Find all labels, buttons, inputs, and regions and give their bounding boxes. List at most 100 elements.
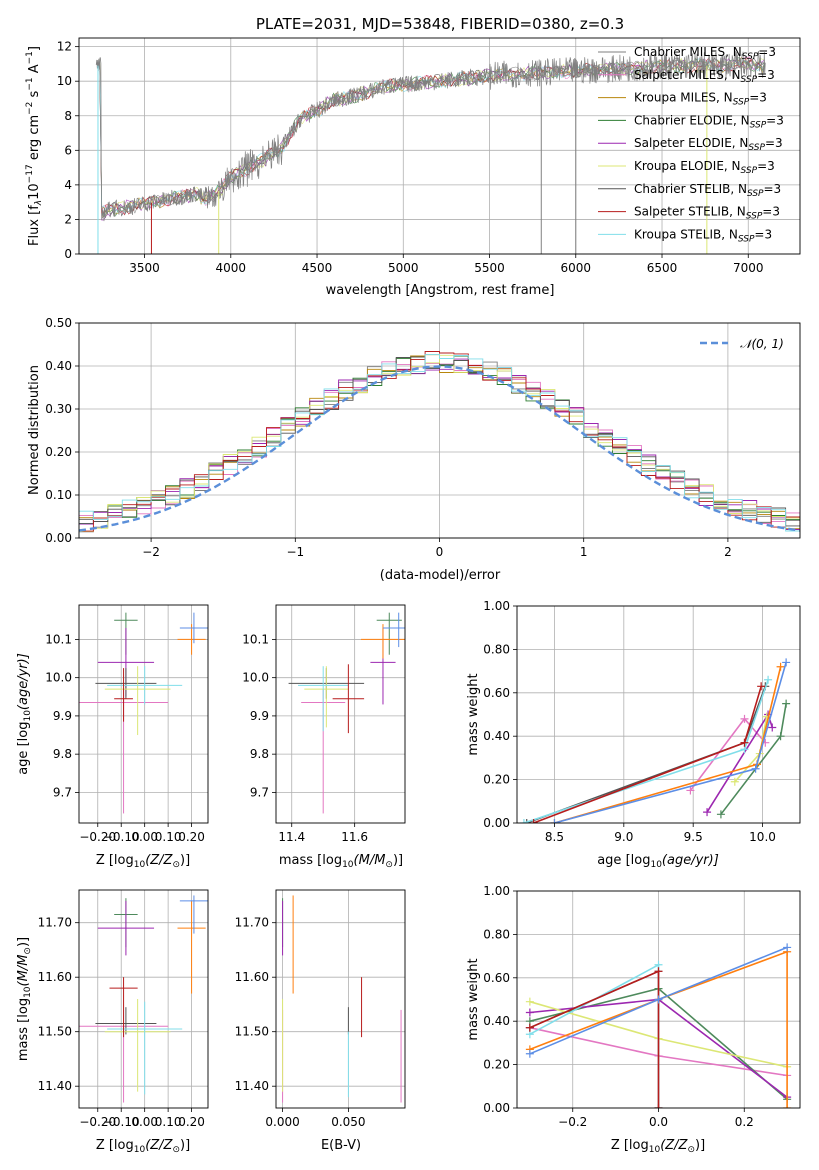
x-tick-label: −2: [142, 545, 160, 559]
y-tick-label: 0: [64, 247, 72, 261]
x-tick-label: −0.20: [79, 830, 116, 844]
mass-vs-ebv-axes: 0.000 0.050 11.40 11.50 11.60 11.70: [235, 889, 406, 1129]
mass-weight-vs-Z-ylabel: mass weight: [466, 958, 481, 1040]
label-part: =3: [757, 159, 775, 173]
axes-frame: [516, 605, 801, 824]
y-tick-label: 1.00: [483, 599, 510, 613]
label-part: )]: [180, 1138, 190, 1153]
error-bar-point: [360, 624, 405, 659]
mass-weight-marker: [783, 1104, 792, 1108]
label-part: 10: [23, 710, 33, 722]
mass-vs-Z-ylabel: mass [log10(M/M⊙)]: [16, 937, 33, 1061]
error-bar-point: [95, 668, 157, 699]
mass-weight-marker: [654, 995, 663, 1004]
label-part: Chabrier MILES, N: [634, 45, 742, 59]
y-tick-label: 0.80: [483, 927, 510, 941]
y-tick-label: 0.30: [45, 402, 72, 416]
error-bar-point: [104, 999, 171, 1092]
mass-weight-line: [529, 970, 660, 1108]
y-tick-label: 0.40: [483, 729, 510, 743]
label-part: 10: [134, 860, 146, 870]
mass-weight-marker: [764, 675, 773, 684]
label-part: (M/M: [16, 955, 31, 987]
label-part: =3: [762, 205, 780, 219]
label-part: Z [log: [96, 853, 134, 868]
mass-weight-vs-age-ylabel: mass weight: [466, 673, 481, 755]
x-tick-label: 4500: [302, 261, 333, 275]
mass-vs-ebv-xlabel: E(B-V): [321, 1138, 361, 1153]
legend-label: Chabrier MILES, NSSP=3: [634, 45, 776, 62]
x-tick-label: 4000: [216, 261, 247, 275]
label-part: 10: [649, 1145, 661, 1155]
label-part: =3: [754, 227, 772, 241]
label-part: −2: [25, 102, 35, 115]
residuals-axes: −2 −1 0 1 2 0.00 0.10 0.20 0.30 0.40 0.50: [45, 316, 801, 559]
gaussian-curve: [79, 365, 800, 532]
y-tick-label: 9.7: [53, 785, 72, 799]
label-part: Z [log: [611, 1138, 649, 1153]
x-tick-label: −0.2: [558, 1115, 587, 1129]
mass-weight-line: [529, 970, 660, 1108]
legend-label: Kroupa STELIB, NSSP=3: [634, 227, 772, 244]
mass-weight-line: [529, 963, 660, 1108]
label-part: age [log: [16, 722, 31, 775]
age-vs-Z-xlabel: Z [log10(Z/Z⊙)]: [96, 853, 190, 870]
x-tick-label: 0.0: [649, 1115, 668, 1129]
y-tick-label: 8: [64, 109, 72, 123]
grid: [276, 890, 405, 1108]
grid: [276, 605, 405, 823]
mass-weight-vs-age-axes: 8.5 9.0 9.5 10.0 0.00 0.20 0.40 0.60 0.80 1.00: [483, 599, 801, 844]
plot-area: [525, 943, 792, 1108]
x-tick-label: 7000: [733, 261, 764, 275]
x-tick-label: 0.00: [131, 1115, 158, 1129]
residuals-xlabel: (data-model)/error: [380, 568, 501, 583]
y-tick-label: 0.80: [483, 642, 510, 656]
label-part: =3: [758, 45, 776, 59]
label-part: −1: [25, 77, 35, 90]
mass-weight-marker: [776, 732, 785, 741]
axes-frame: [78, 37, 801, 255]
x-tick-label: 5500: [474, 261, 505, 275]
label-part: Z [log: [96, 1138, 134, 1153]
error-bar-point: [177, 624, 206, 655]
mass-weight-marker: [654, 967, 663, 976]
label-part: SSP: [741, 75, 758, 85]
x-tick-label: −0.10: [103, 1115, 140, 1129]
error-bar-point: [382, 612, 405, 648]
label-part: 10: [650, 860, 662, 870]
label-part: Chabrier STELIB, N: [634, 182, 747, 196]
error-bar-point: [107, 666, 183, 705]
plot-area: [282, 895, 402, 1103]
axes-frame: [78, 889, 209, 1109]
legend-label: Salpeter ELODIE, NSSP=3: [634, 136, 783, 153]
x-tick-label: 0: [436, 545, 444, 559]
figure-title: PLATE=2031, MJD=53848, FIBERID=0380, z=0…: [256, 15, 624, 33]
label-part: =3: [764, 182, 782, 196]
y-tick-label: 0.60: [483, 971, 510, 985]
mass-weight-marker: [522, 819, 531, 823]
label-part: ⊙: [172, 860, 180, 870]
plot-area: [79, 895, 208, 1103]
x-tick-label: 11.6: [341, 830, 368, 844]
y-tick-label: 0.00: [483, 1101, 510, 1115]
label-part: SSP: [733, 98, 750, 108]
age-vs-Z-axes: −0.20−0.100.000.100.20 9.7 9.8 9.9 10.0 10.1: [45, 604, 209, 844]
label-part: ]: [27, 46, 42, 51]
legend-label: Kroupa MILES, NSSP=3: [634, 91, 767, 108]
x-tick-label: 3500: [129, 261, 160, 275]
gaussian-legend-label: 𝒩(0, 1): [740, 337, 784, 351]
axes-frame: [78, 604, 209, 824]
label-part: (age/yr)]: [16, 653, 31, 710]
label-part: mass [log: [16, 998, 31, 1061]
mass-weight-marker: [740, 714, 749, 723]
label-part: =3: [766, 113, 784, 127]
label-part: Kroupa MILES, N: [634, 91, 733, 105]
x-tick-label: 6000: [560, 261, 591, 275]
y-tick-label: 10.1: [242, 632, 269, 646]
y-tick-label: 1.00: [483, 884, 510, 898]
label-part: (Z/Z: [145, 853, 173, 868]
y-tick-label: 0.40: [483, 1014, 510, 1028]
mass-weight-marker: [716, 810, 725, 819]
plot-area: [519, 658, 791, 823]
y-tick-label: 11.70: [38, 916, 72, 930]
